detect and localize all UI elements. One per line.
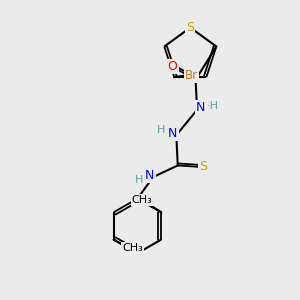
Text: ·H: ·H [207,100,219,110]
Text: H: H [135,176,144,185]
Text: CH₃: CH₃ [122,243,143,253]
Text: S: S [199,160,207,173]
Text: S: S [186,21,194,34]
Text: N: N [168,127,178,140]
Text: Br: Br [185,69,198,82]
Text: CH₃: CH₃ [131,195,152,205]
Text: N: N [145,169,154,182]
Text: H: H [157,125,166,135]
Text: N: N [196,101,205,114]
Text: O: O [168,60,178,73]
